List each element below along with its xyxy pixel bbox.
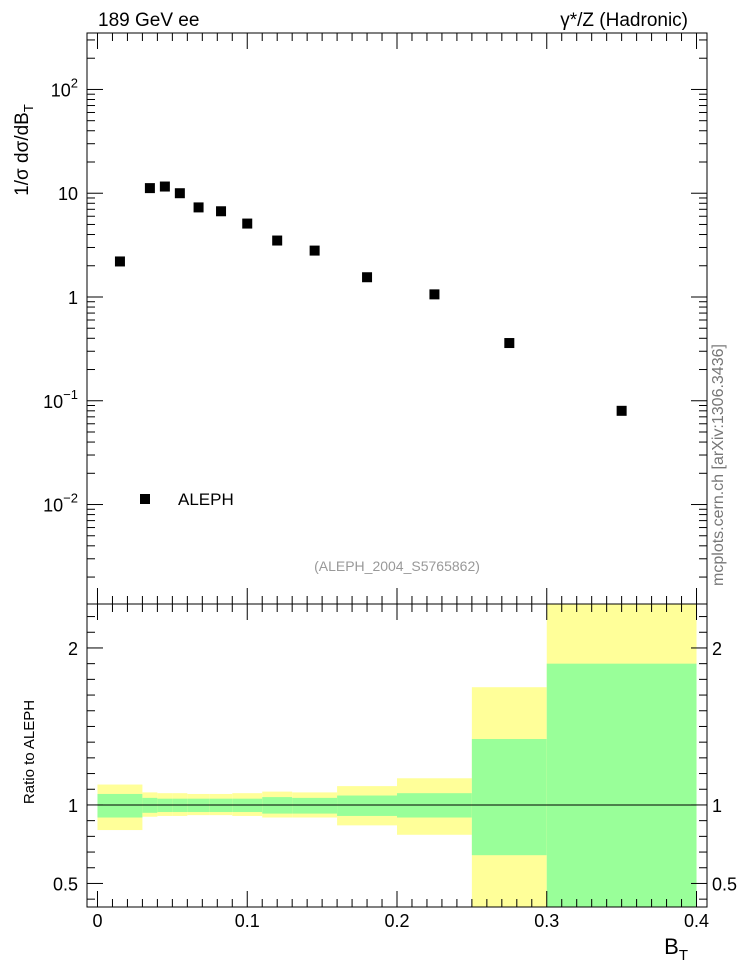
watermark: (ALEPH_2004_S5765862) bbox=[314, 558, 480, 574]
x-axis-label: BT bbox=[664, 934, 688, 964]
upper-y-tick-label: 10−2 bbox=[43, 491, 78, 516]
ratio-band-inner bbox=[546, 663, 697, 907]
lower-y-tick-label: 1 bbox=[68, 796, 78, 816]
lower-y-axis-label: Ratio to ALEPH bbox=[21, 700, 38, 804]
x-tick-label: 0.3 bbox=[534, 911, 559, 931]
lower-panel: 0.5 0.5 1 1 2 2 0 0.1 0.2 0.3 0.4 bbox=[53, 603, 737, 931]
data-point bbox=[159, 181, 170, 192]
upper-y-tick-label: 10 bbox=[58, 184, 78, 204]
upper-y-axis-label-sub: T bbox=[21, 104, 36, 112]
ratio-band-inner bbox=[337, 795, 397, 816]
data-point bbox=[272, 235, 283, 246]
x-tick-label: 0.1 bbox=[235, 911, 260, 931]
ratio-band-inner bbox=[97, 793, 143, 818]
data-point bbox=[362, 272, 373, 283]
data-point bbox=[174, 188, 185, 199]
x-tick-label: 0.4 bbox=[684, 911, 709, 931]
lower-y-tick-label: 0.5 bbox=[53, 874, 78, 894]
upper-y-tick-label-exp: −2 bbox=[63, 491, 78, 506]
ratio-band-inner bbox=[471, 739, 547, 856]
lower-y-tick-label-right: 0.5 bbox=[712, 874, 737, 894]
data-point bbox=[309, 245, 320, 256]
data-point bbox=[216, 206, 227, 217]
upper-y-tick-label-base: 10 bbox=[43, 392, 63, 412]
upper-y-tick-label-base: 10 bbox=[43, 496, 63, 516]
side-label: mcplots.cern.ch [arXiv:1306.3436] bbox=[710, 344, 727, 586]
data-point bbox=[616, 405, 627, 416]
ratio-band-inner bbox=[292, 797, 338, 814]
lower-y-tick-label-right: 1 bbox=[712, 796, 722, 816]
legend-label: ALEPH bbox=[178, 490, 234, 509]
upper-y-tick-label-exp: −1 bbox=[63, 387, 78, 402]
legend-marker bbox=[140, 494, 150, 504]
data-point bbox=[429, 289, 440, 300]
upper-y-tick-label-base: 10 bbox=[51, 80, 71, 100]
x-tick-label: 0 bbox=[92, 911, 102, 931]
lower-y-tick-label-right: 2 bbox=[712, 639, 722, 659]
header-left: 189 GeV ee bbox=[98, 10, 199, 31]
upper-y-tick-label-base: 10 bbox=[58, 184, 78, 204]
upper-y-tick-label-base: 1 bbox=[68, 288, 78, 308]
data-point bbox=[193, 202, 204, 213]
data-point bbox=[504, 338, 515, 349]
upper-y-tick-label: 1 bbox=[68, 288, 78, 308]
data-point bbox=[114, 256, 125, 267]
x-axis-label-main: B bbox=[664, 934, 679, 959]
upper-y-axis-label-main: 1/σ dσ/dB bbox=[12, 112, 33, 196]
upper-y-tick-label: 10−1 bbox=[43, 387, 78, 412]
header-right: γ*/Z (Hadronic) bbox=[560, 10, 688, 31]
upper-y-axis-label: 1/σ dσ/dBT bbox=[12, 104, 36, 196]
upper-frame bbox=[86, 32, 708, 605]
data-point bbox=[144, 183, 155, 194]
lower-y-tick-label: 2 bbox=[68, 639, 78, 659]
data-point bbox=[242, 218, 253, 229]
x-axis-label-sub: T bbox=[679, 947, 688, 964]
upper-y-tick-label-exp: 2 bbox=[71, 75, 78, 90]
upper-y-tick-label: 102 bbox=[51, 75, 78, 100]
x-tick-label: 0.2 bbox=[384, 911, 409, 931]
